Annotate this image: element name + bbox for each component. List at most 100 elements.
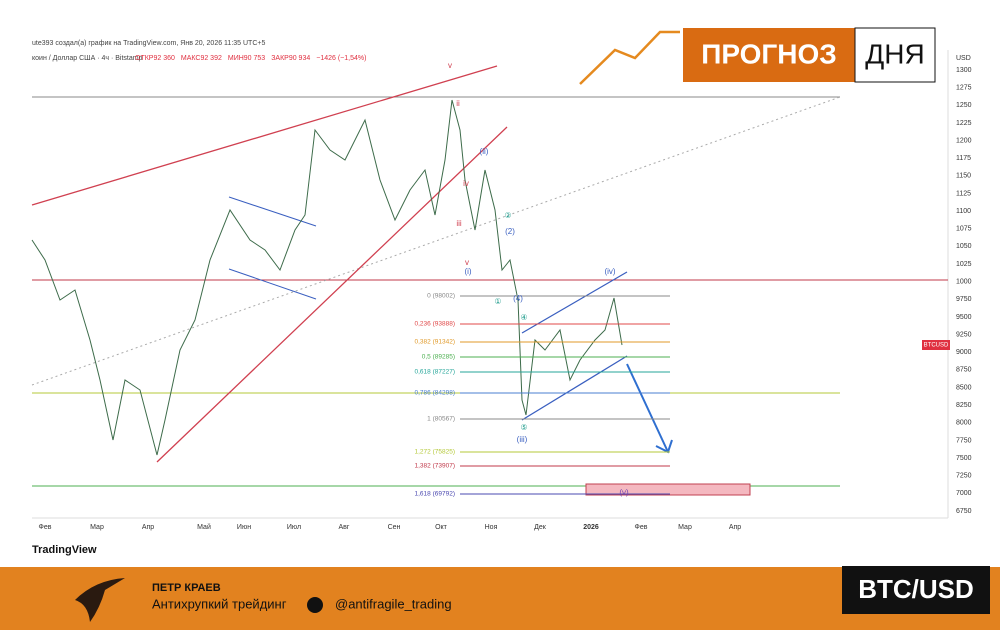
ohlc-value: ЗАКР90 934: [271, 55, 310, 62]
footer-band: [0, 567, 1000, 630]
telegram-icon: [307, 597, 323, 613]
wave-label: ④: [520, 313, 527, 322]
forecast-arrow: [626, 363, 669, 453]
time-tick-label: Мар: [678, 524, 692, 531]
time-tick-label: Ноя: [485, 524, 498, 531]
price-tick-label: 8250: [956, 402, 972, 409]
fib-label: 1 (80567): [427, 416, 455, 423]
time-tick-label: Окт: [435, 524, 448, 531]
price-tick-label: 1050: [956, 243, 972, 250]
price-tick-label: 1200: [956, 137, 972, 144]
price-tick-label: 1075: [956, 226, 972, 233]
price-path: [31, 99, 623, 456]
time-tick-label: Сен: [388, 524, 401, 531]
price-tick-label: 9250: [956, 331, 972, 338]
wave-label: (2): [505, 227, 515, 236]
wave-label: v: [448, 61, 452, 70]
pair: BTC/USD: [858, 574, 974, 604]
symbol: коин / Доллар США · 4ч · Bitstamp: [32, 55, 143, 62]
time-tick-label: Апр: [142, 524, 154, 531]
attribution: ute393 создал(а) график на TradingView.c…: [32, 40, 265, 47]
price-tick-label: 6750: [956, 508, 972, 515]
fib-label: 1,272 (75825): [415, 449, 455, 456]
symbol-tag: BTCUSD: [924, 343, 949, 349]
banner-word: ПРОГНОЗ: [701, 38, 837, 69]
ohlc-value: МИН90 753: [228, 55, 265, 62]
wave-label: (4): [513, 294, 523, 303]
channel-line: [228, 268, 317, 300]
price-unit: USD: [956, 55, 971, 62]
fib-label: 0 (98002): [427, 293, 455, 300]
price-tick-label: 9500: [956, 314, 972, 321]
wave-label: ①: [494, 297, 501, 306]
time-tick-label: Авг: [339, 524, 350, 531]
wave-label: ⑤: [520, 423, 527, 432]
wave-label: (v): [619, 488, 629, 497]
banner-word: ДНЯ: [865, 38, 924, 69]
wave-label: (iii): [517, 435, 528, 444]
ohlc-value: МАКС92 392: [181, 55, 222, 62]
wave-label: ii: [456, 99, 460, 108]
wave-label: (iv): [604, 267, 615, 276]
channel-line: [521, 355, 628, 421]
author-tagline: Антихрупкий трейдинг: [152, 596, 287, 611]
price-tick-label: 9000: [956, 349, 972, 356]
price-tick-label: 1225: [956, 120, 972, 127]
channel-line: [521, 271, 628, 334]
fib-label: 0,786 (84298): [415, 390, 455, 397]
fib-label: 0,382 (91342): [415, 339, 455, 346]
channel-line: [156, 126, 508, 463]
price-tick-label: 8500: [956, 384, 972, 391]
wave-label: (i): [464, 267, 471, 276]
price-tick-label: 1000: [956, 279, 972, 286]
price-tick-label: 7000: [956, 490, 972, 497]
price-tick-label: 1275: [956, 84, 972, 91]
price-tick-label: 1175: [956, 155, 971, 162]
fib-label: 1,382 (73907): [415, 463, 455, 470]
price-tick-label: 7750: [956, 437, 972, 444]
symbol-tag-box: [922, 340, 950, 350]
author-name: ПЕТР КРАЕВ: [152, 582, 221, 594]
time-tick-label: 2026: [583, 524, 599, 531]
time-tick-label: Дек: [534, 524, 547, 531]
ohlc-value: −1426 (−1,54%): [316, 55, 366, 62]
target-zone: [585, 483, 751, 496]
fib-label: 0,618 (87227): [415, 369, 455, 376]
pair-box: [842, 566, 990, 614]
author-handle: @antifragile_trading: [335, 596, 452, 611]
banner-box: [683, 28, 855, 82]
time-tick-label: Июл: [287, 524, 301, 531]
fib-label: 0,236 (93888): [415, 321, 455, 328]
banner-box: [854, 27, 936, 83]
ohlc-value: ОТКР92 360: [135, 55, 175, 62]
price-tick-label: 1125: [956, 190, 971, 197]
wave-label: (ii): [480, 147, 489, 156]
price-tick-label: 1300: [956, 67, 972, 74]
price-tick-label: 7250: [956, 473, 972, 480]
fib-label: 1,618 (69792): [415, 491, 455, 498]
time-tick-label: Фев: [635, 524, 648, 531]
wave-label: ②: [504, 211, 511, 220]
price-tick-label: 8000: [956, 420, 972, 427]
price-tick-label: 1100: [956, 208, 971, 215]
price-tick-label: 1150: [956, 173, 971, 180]
time-tick-label: Мар: [90, 524, 104, 531]
wave-label: v: [465, 258, 469, 267]
time-tick-label: Июн: [237, 524, 251, 531]
time-tick-label: Фев: [39, 524, 52, 531]
time-tick-label: Апр: [729, 524, 741, 531]
footer-bird: [75, 578, 125, 622]
price-tick-label: 9750: [956, 296, 972, 303]
banner-arrow: [579, 30, 680, 85]
price-tick-label: 1250: [956, 102, 972, 109]
time-tick-label: Май: [197, 523, 211, 531]
wave-label: iii: [456, 219, 462, 228]
price-tick-label: 7500: [956, 455, 972, 462]
wave-label: iv: [463, 179, 469, 188]
fib-label: 0,5 (89285): [422, 354, 455, 361]
channel-line: [228, 196, 317, 227]
logo: TradingView: [32, 544, 97, 556]
